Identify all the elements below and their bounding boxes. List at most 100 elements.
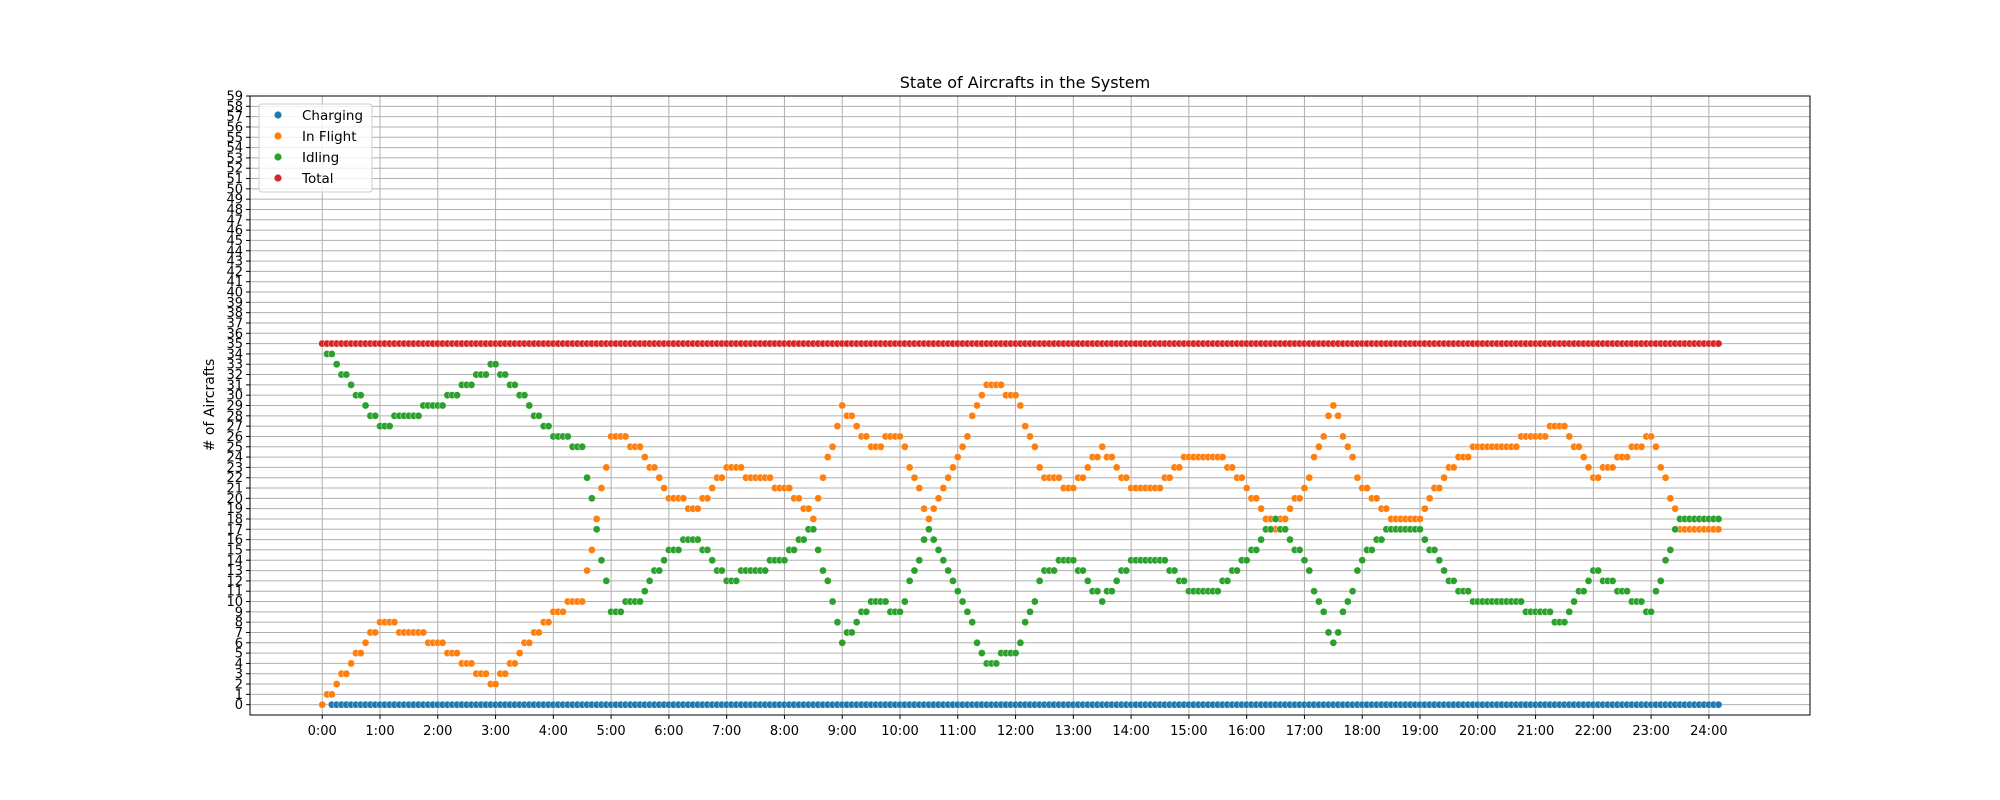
data-point (814, 494, 823, 503)
data-point (1233, 566, 1241, 575)
data-point (1656, 576, 1665, 585)
data-point (1016, 638, 1025, 647)
data-point (1165, 473, 1174, 482)
y-tick-label: 11 (226, 585, 243, 600)
data-point (587, 494, 596, 503)
data-point (881, 597, 890, 606)
x-tick-label: 11:00 (939, 724, 976, 739)
data-point (1228, 463, 1237, 472)
x-tick-label: 2:00 (423, 724, 452, 739)
y-tick-label: 17 (226, 523, 243, 538)
y-tick-label: 13 (226, 564, 243, 579)
y-tick-label: 46 (226, 224, 243, 239)
data-point (1464, 453, 1473, 461)
data-point (929, 504, 938, 513)
data-point (1334, 628, 1343, 637)
data-point (602, 576, 611, 585)
y-tick-label: 49 (226, 193, 243, 208)
y-tick-label: 56 (226, 120, 243, 135)
data-point (819, 473, 827, 482)
x-tick-label: 6:00 (654, 724, 683, 739)
data-point (356, 649, 365, 657)
data-point (833, 422, 842, 431)
data-point (799, 535, 808, 544)
data-point (640, 453, 649, 461)
data-point (1367, 546, 1376, 554)
y-tick-label: 27 (226, 420, 243, 435)
data-point (708, 484, 717, 492)
data-point (790, 546, 798, 554)
data-point (679, 494, 688, 503)
y-tick-label: 29 (226, 399, 243, 414)
data-point (356, 391, 365, 400)
data-point (944, 566, 953, 575)
data-point (1305, 473, 1314, 482)
data-point (1339, 432, 1347, 441)
data-point (1714, 515, 1723, 523)
data-point (616, 607, 625, 616)
data-point (693, 535, 702, 544)
data-point (1310, 587, 1318, 596)
y-tick-label: 54 (226, 141, 243, 156)
data-point (924, 525, 933, 534)
data-point (1300, 556, 1309, 565)
data-point (1213, 587, 1222, 596)
data-point (958, 597, 967, 606)
data-point (924, 515, 933, 523)
data-point (737, 463, 746, 472)
data-point (876, 442, 885, 451)
data-point (660, 556, 668, 565)
data-point (1069, 556, 1078, 565)
x-tick-label: 19:00 (1401, 724, 1438, 739)
x-tick-label: 0:00 (308, 724, 337, 739)
data-point (958, 442, 967, 451)
data-point (636, 442, 644, 451)
data-point (1107, 453, 1116, 461)
data-point (828, 597, 837, 606)
data-point (809, 515, 818, 523)
data-point (732, 576, 741, 585)
data-point (327, 690, 336, 699)
data-point (819, 566, 827, 575)
data-point (708, 556, 717, 565)
y-tick-label: 37 (226, 316, 243, 331)
data-point (1584, 463, 1593, 472)
data-point (1377, 535, 1386, 544)
data-point (761, 566, 770, 575)
y-tick-label: 39 (226, 296, 243, 311)
data-point (1420, 504, 1429, 513)
data-point (1156, 484, 1164, 492)
y-tick-label: 44 (226, 244, 243, 259)
data-point (645, 576, 654, 585)
data-point (390, 618, 399, 627)
data-point (1608, 576, 1617, 585)
data-point (1122, 566, 1131, 575)
data-point (520, 391, 529, 400)
y-tick-label: 42 (226, 265, 243, 280)
data-point (1594, 473, 1603, 482)
data-point (1093, 453, 1102, 461)
y-tick-label: 12 (226, 574, 243, 589)
data-point (1416, 525, 1424, 534)
data-point (544, 422, 553, 431)
data-point (1652, 442, 1660, 451)
data-point (655, 566, 664, 575)
data-point (342, 370, 351, 379)
legend-marker (274, 111, 282, 119)
data-point (968, 618, 977, 627)
data-point (1310, 453, 1318, 461)
data-point (587, 546, 596, 554)
series-total (318, 339, 1723, 348)
data-point (1661, 556, 1670, 565)
y-tick-label: 33 (226, 358, 243, 373)
data-point (1252, 494, 1261, 503)
y-tick-label: 41 (226, 275, 243, 290)
data-point (1035, 576, 1044, 585)
data-point (1579, 453, 1588, 461)
y-tick-label: 43 (226, 255, 243, 270)
data-point (602, 463, 611, 472)
data-point (1416, 515, 1424, 523)
data-point (1348, 453, 1357, 461)
data-point (1329, 638, 1338, 647)
